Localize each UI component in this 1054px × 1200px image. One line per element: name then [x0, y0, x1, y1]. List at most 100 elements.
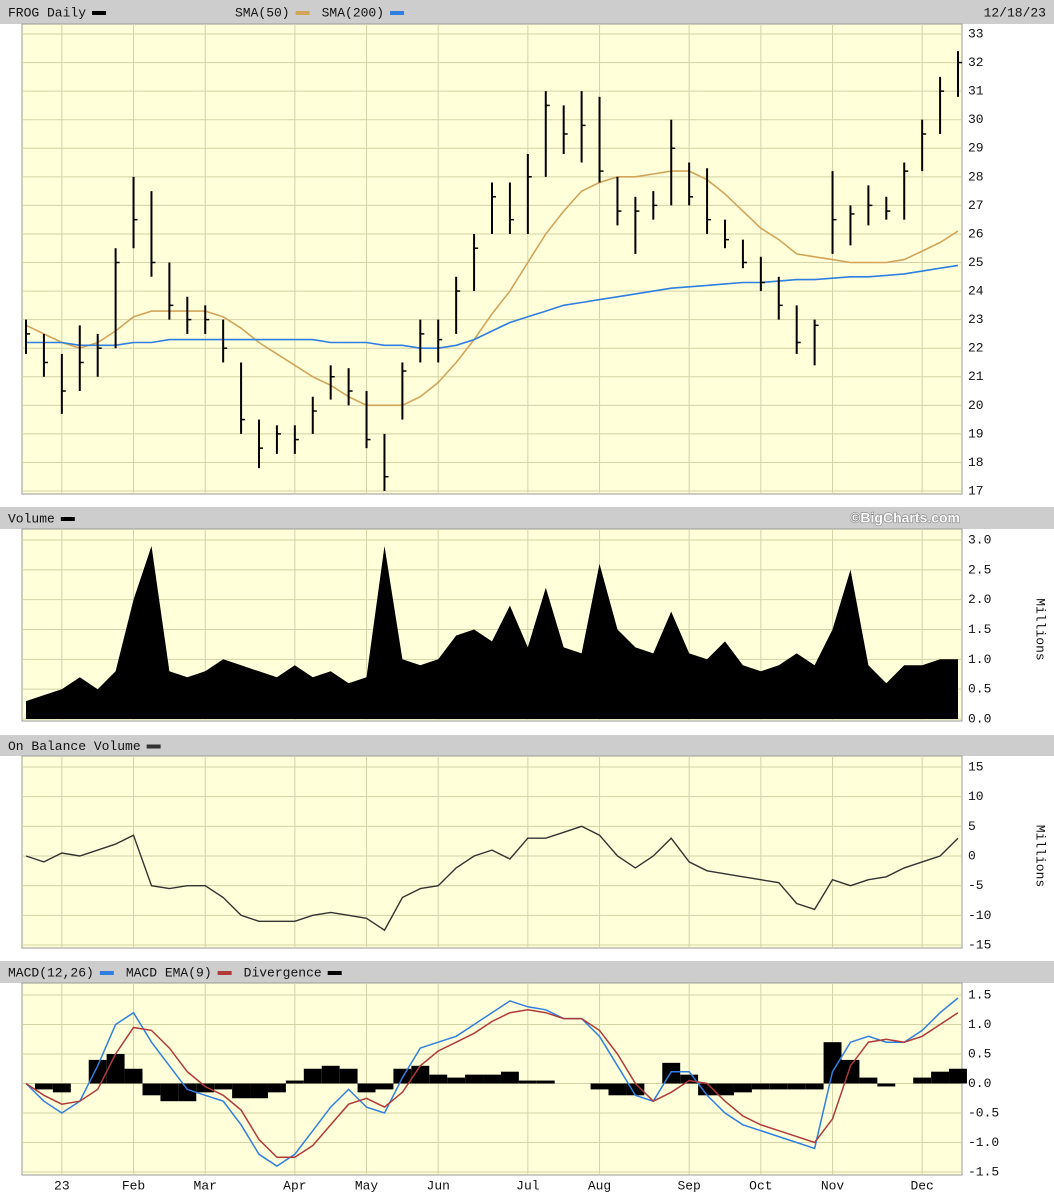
chart-date: 12/18/23 — [984, 5, 1046, 20]
divergence-bar — [160, 1083, 179, 1102]
divergence-bar — [88, 1059, 107, 1084]
divergence-bar — [536, 1080, 555, 1084]
divergence-bar — [196, 1083, 215, 1093]
divergence-bar — [339, 1068, 358, 1084]
legend-swatch — [92, 11, 107, 15]
legend-label: MACD(12,26) — [8, 965, 94, 980]
x-tick-label: Jun — [427, 1178, 450, 1193]
y-tick-label: 31 — [968, 84, 984, 99]
divergence-bar — [483, 1074, 501, 1084]
y-tick-label: 0.5 — [968, 682, 991, 697]
legend-label: Volume — [8, 511, 55, 526]
y-tick-label: 1.5 — [968, 622, 991, 637]
y-tick-label: 33 — [968, 26, 984, 41]
obv-line — [25, 825, 959, 932]
divergence-bar — [267, 1083, 286, 1093]
divergence-bar — [518, 1080, 537, 1084]
macd-line — [25, 1009, 959, 1159]
x-tick-label: 23 — [54, 1178, 70, 1193]
volume-area — [26, 546, 958, 719]
y-tick-label: 30 — [968, 112, 984, 127]
x-tick-label: Mar — [194, 1178, 217, 1193]
y-tick-label: 21 — [968, 369, 984, 384]
divergence-bar — [841, 1059, 860, 1084]
x-tick-label: Feb — [122, 1178, 145, 1193]
divergence-bar — [142, 1083, 161, 1096]
divergence-bar — [949, 1068, 967, 1084]
y-tick-label: 0.0 — [968, 711, 991, 726]
macd-line — [25, 997, 959, 1167]
y-tick-label: 5 — [968, 819, 976, 834]
y-tick-label: 26 — [968, 226, 984, 241]
sma-line — [26, 264, 959, 349]
legend-label: Divergence — [244, 965, 322, 980]
y-tick-label: 32 — [968, 55, 984, 70]
divergence-bar — [500, 1071, 519, 1084]
legend-swatch — [327, 971, 342, 975]
panel-header — [0, 961, 1054, 983]
divergence-bar — [769, 1083, 788, 1090]
divergence-bar — [662, 1062, 681, 1084]
y-tick-label: 23 — [968, 312, 984, 327]
y-tick-label: 19 — [968, 426, 984, 441]
divergence-bar — [375, 1083, 394, 1090]
legend-label: On Balance Volume — [8, 739, 141, 754]
x-tick-label: Oct — [749, 1178, 772, 1193]
x-tick-label: Jul — [516, 1178, 540, 1193]
y-tick-label: -0.5 — [968, 1105, 999, 1120]
y-tick-label: 22 — [968, 341, 984, 356]
divergence-bar — [34, 1083, 53, 1090]
divergence-bar — [124, 1068, 143, 1084]
x-tick-label: Apr — [283, 1178, 306, 1193]
divergence-bar — [680, 1074, 699, 1084]
plot-area — [21, 755, 963, 949]
legend-swatch — [217, 971, 232, 975]
divergence-bar — [787, 1083, 806, 1090]
divergence-bar — [321, 1065, 340, 1084]
plot-area — [21, 23, 963, 495]
y-tick-label: 0.0 — [968, 1076, 991, 1091]
credit: ©BigCharts.com — [850, 510, 960, 526]
divergence-bar — [805, 1083, 824, 1090]
divergence-bar — [214, 1083, 233, 1090]
y-tick-label: 0.5 — [968, 1046, 991, 1061]
legend-swatch — [146, 744, 161, 749]
y-tick-label: -15 — [968, 937, 991, 952]
divergence-bar — [716, 1083, 734, 1096]
panel-header — [0, 507, 1054, 529]
y-tick-label: -1.5 — [968, 1164, 999, 1179]
divergence-bar — [859, 1077, 878, 1084]
divergence-bar — [447, 1077, 466, 1084]
legend-swatch — [99, 971, 114, 975]
y-tick-label: -1.0 — [968, 1135, 999, 1150]
divergence-bar — [303, 1068, 322, 1084]
divergence-bar — [357, 1083, 376, 1093]
divergence-bar — [931, 1071, 950, 1084]
divergence-bar — [608, 1083, 627, 1096]
legend-swatch — [390, 11, 405, 15]
divergence-bar — [411, 1065, 430, 1084]
y-tick-label: 20 — [968, 398, 984, 413]
y-tick-label: 24 — [968, 284, 984, 299]
divergence-bar — [626, 1083, 645, 1096]
divergence-bar — [465, 1074, 484, 1084]
y-tick-label: 25 — [968, 255, 984, 270]
legend-label: SMA(50) — [235, 5, 290, 20]
divergence-bar — [232, 1083, 251, 1099]
y-tick-label: -10 — [968, 908, 991, 923]
y-axis-label: Millions — [1033, 598, 1048, 660]
y-tick-label: 27 — [968, 198, 984, 213]
y-tick-label: 15 — [968, 759, 984, 774]
divergence-bar — [285, 1080, 304, 1084]
y-tick-label: 10 — [968, 789, 984, 804]
y-tick-label: -5 — [968, 878, 984, 893]
legend-swatch — [60, 517, 75, 521]
divergence-bar — [877, 1083, 896, 1087]
x-tick-label: Aug — [588, 1178, 611, 1193]
divergence-bar — [106, 1054, 125, 1084]
legend-label: MACD EMA(9) — [126, 965, 212, 980]
y-tick-label: 1.0 — [968, 652, 991, 667]
y-tick-label: 17 — [968, 483, 984, 498]
x-tick-label: May — [355, 1178, 379, 1193]
